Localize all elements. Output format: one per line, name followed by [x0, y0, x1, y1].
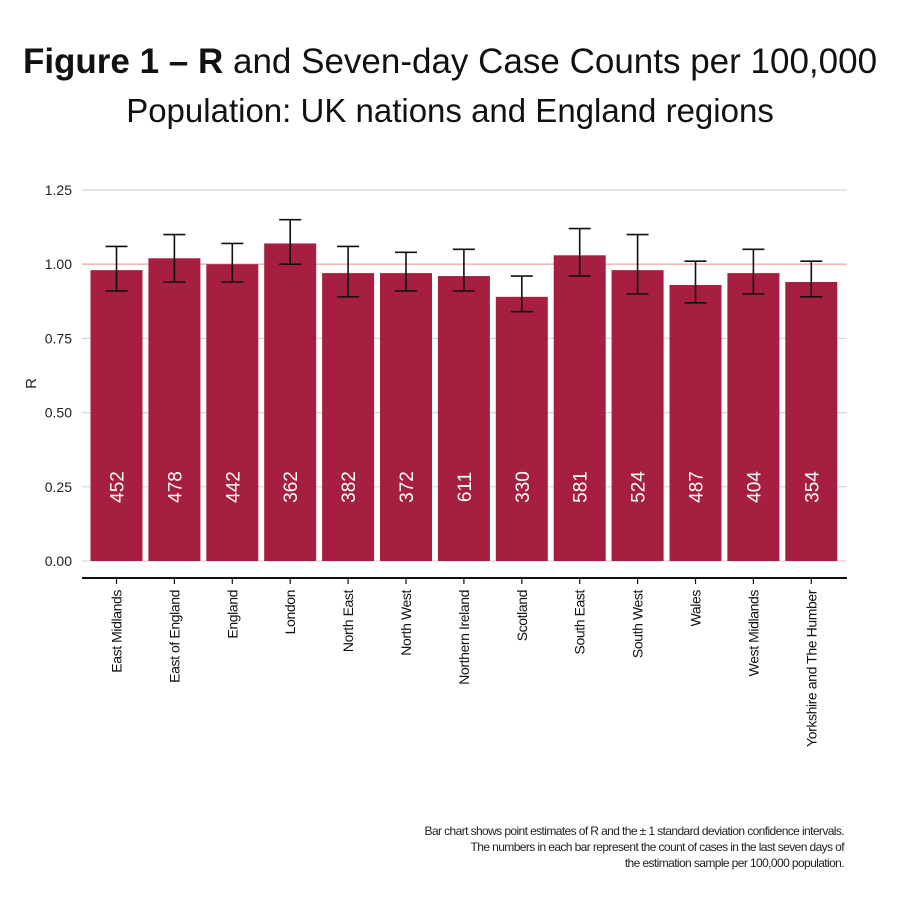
bar: [206, 264, 259, 561]
x-tick-label: Northern Ireland: [456, 590, 472, 685]
y-tick-label: 1.00: [45, 256, 72, 272]
chart-subtitle: Population: UK nations and England regio…: [126, 91, 774, 129]
bar: [611, 270, 664, 561]
chart-footnote: Bar chart shows point estimates of R and…: [204, 823, 845, 872]
bar-count-label: 487: [687, 471, 708, 503]
bar-count-label: 354: [802, 471, 823, 503]
chart-title-line1: Figure 1 – R and Seven-day Case Counts p…: [0, 40, 900, 84]
footnote-line2: The numbers in each bar represent the co…: [470, 840, 845, 855]
y-tick-label: 1.25: [45, 182, 72, 198]
y-tick-label: 0.00: [45, 553, 72, 569]
bar-count-label: 442: [223, 471, 244, 503]
bar-count-label: 478: [165, 471, 186, 503]
x-tick-label: North East: [340, 589, 356, 652]
chart-title: Figure 1 – R and Seven-day Case Counts p…: [0, 40, 900, 131]
bar-count-label: 372: [397, 471, 418, 503]
bar-count-label: 611: [455, 472, 476, 502]
bar: [380, 273, 432, 561]
footnote-line1: Bar chart shows point estimates of R and…: [424, 824, 845, 838]
bar: [669, 284, 722, 561]
footnote-line3: the estimation sample per 100,000 popula…: [624, 856, 845, 871]
bar-count-label: 382: [339, 471, 360, 503]
bar: [437, 276, 490, 561]
x-tick-label: North West: [398, 589, 414, 655]
x-tick-label: South West: [630, 590, 646, 659]
bar: [553, 255, 606, 561]
x-tick-label: England: [224, 590, 240, 639]
x-tick-label: West Midlands: [745, 590, 761, 677]
x-tick-label: Wales: [688, 590, 704, 627]
bar: [148, 258, 201, 561]
chart-title-bold: Figure 1 – R: [22, 42, 224, 81]
bar-count-label: 404: [744, 471, 765, 503]
bar: [495, 296, 548, 561]
bar: [785, 282, 838, 561]
bar-count-label: 581: [571, 471, 592, 503]
x-tick-label: Yorkshire and The Humber: [803, 589, 819, 747]
x-tick-label: East Midlands: [109, 590, 125, 673]
bar: [727, 273, 780, 561]
chart-title-rest: and Seven-day Case Counts per 100,000: [223, 42, 878, 81]
bar-count-label: 524: [629, 471, 650, 503]
bar: [90, 270, 143, 561]
x-tick-label: London: [282, 590, 298, 634]
x-tick-label: Scotland: [514, 590, 530, 641]
bar-count-label: 362: [281, 471, 302, 503]
y-axis-label: R: [23, 378, 40, 389]
y-tick-label: 0.75: [45, 330, 72, 346]
bar: [322, 273, 375, 561]
bar-count-label: 330: [513, 471, 534, 503]
x-tick-label: East of England: [166, 590, 182, 683]
bar: [264, 243, 317, 561]
x-tick-label: South East: [572, 590, 588, 655]
y-tick-label: 0.25: [45, 479, 72, 495]
y-tick-label: 0.50: [45, 405, 72, 421]
bar-count-label: 452: [108, 471, 129, 503]
